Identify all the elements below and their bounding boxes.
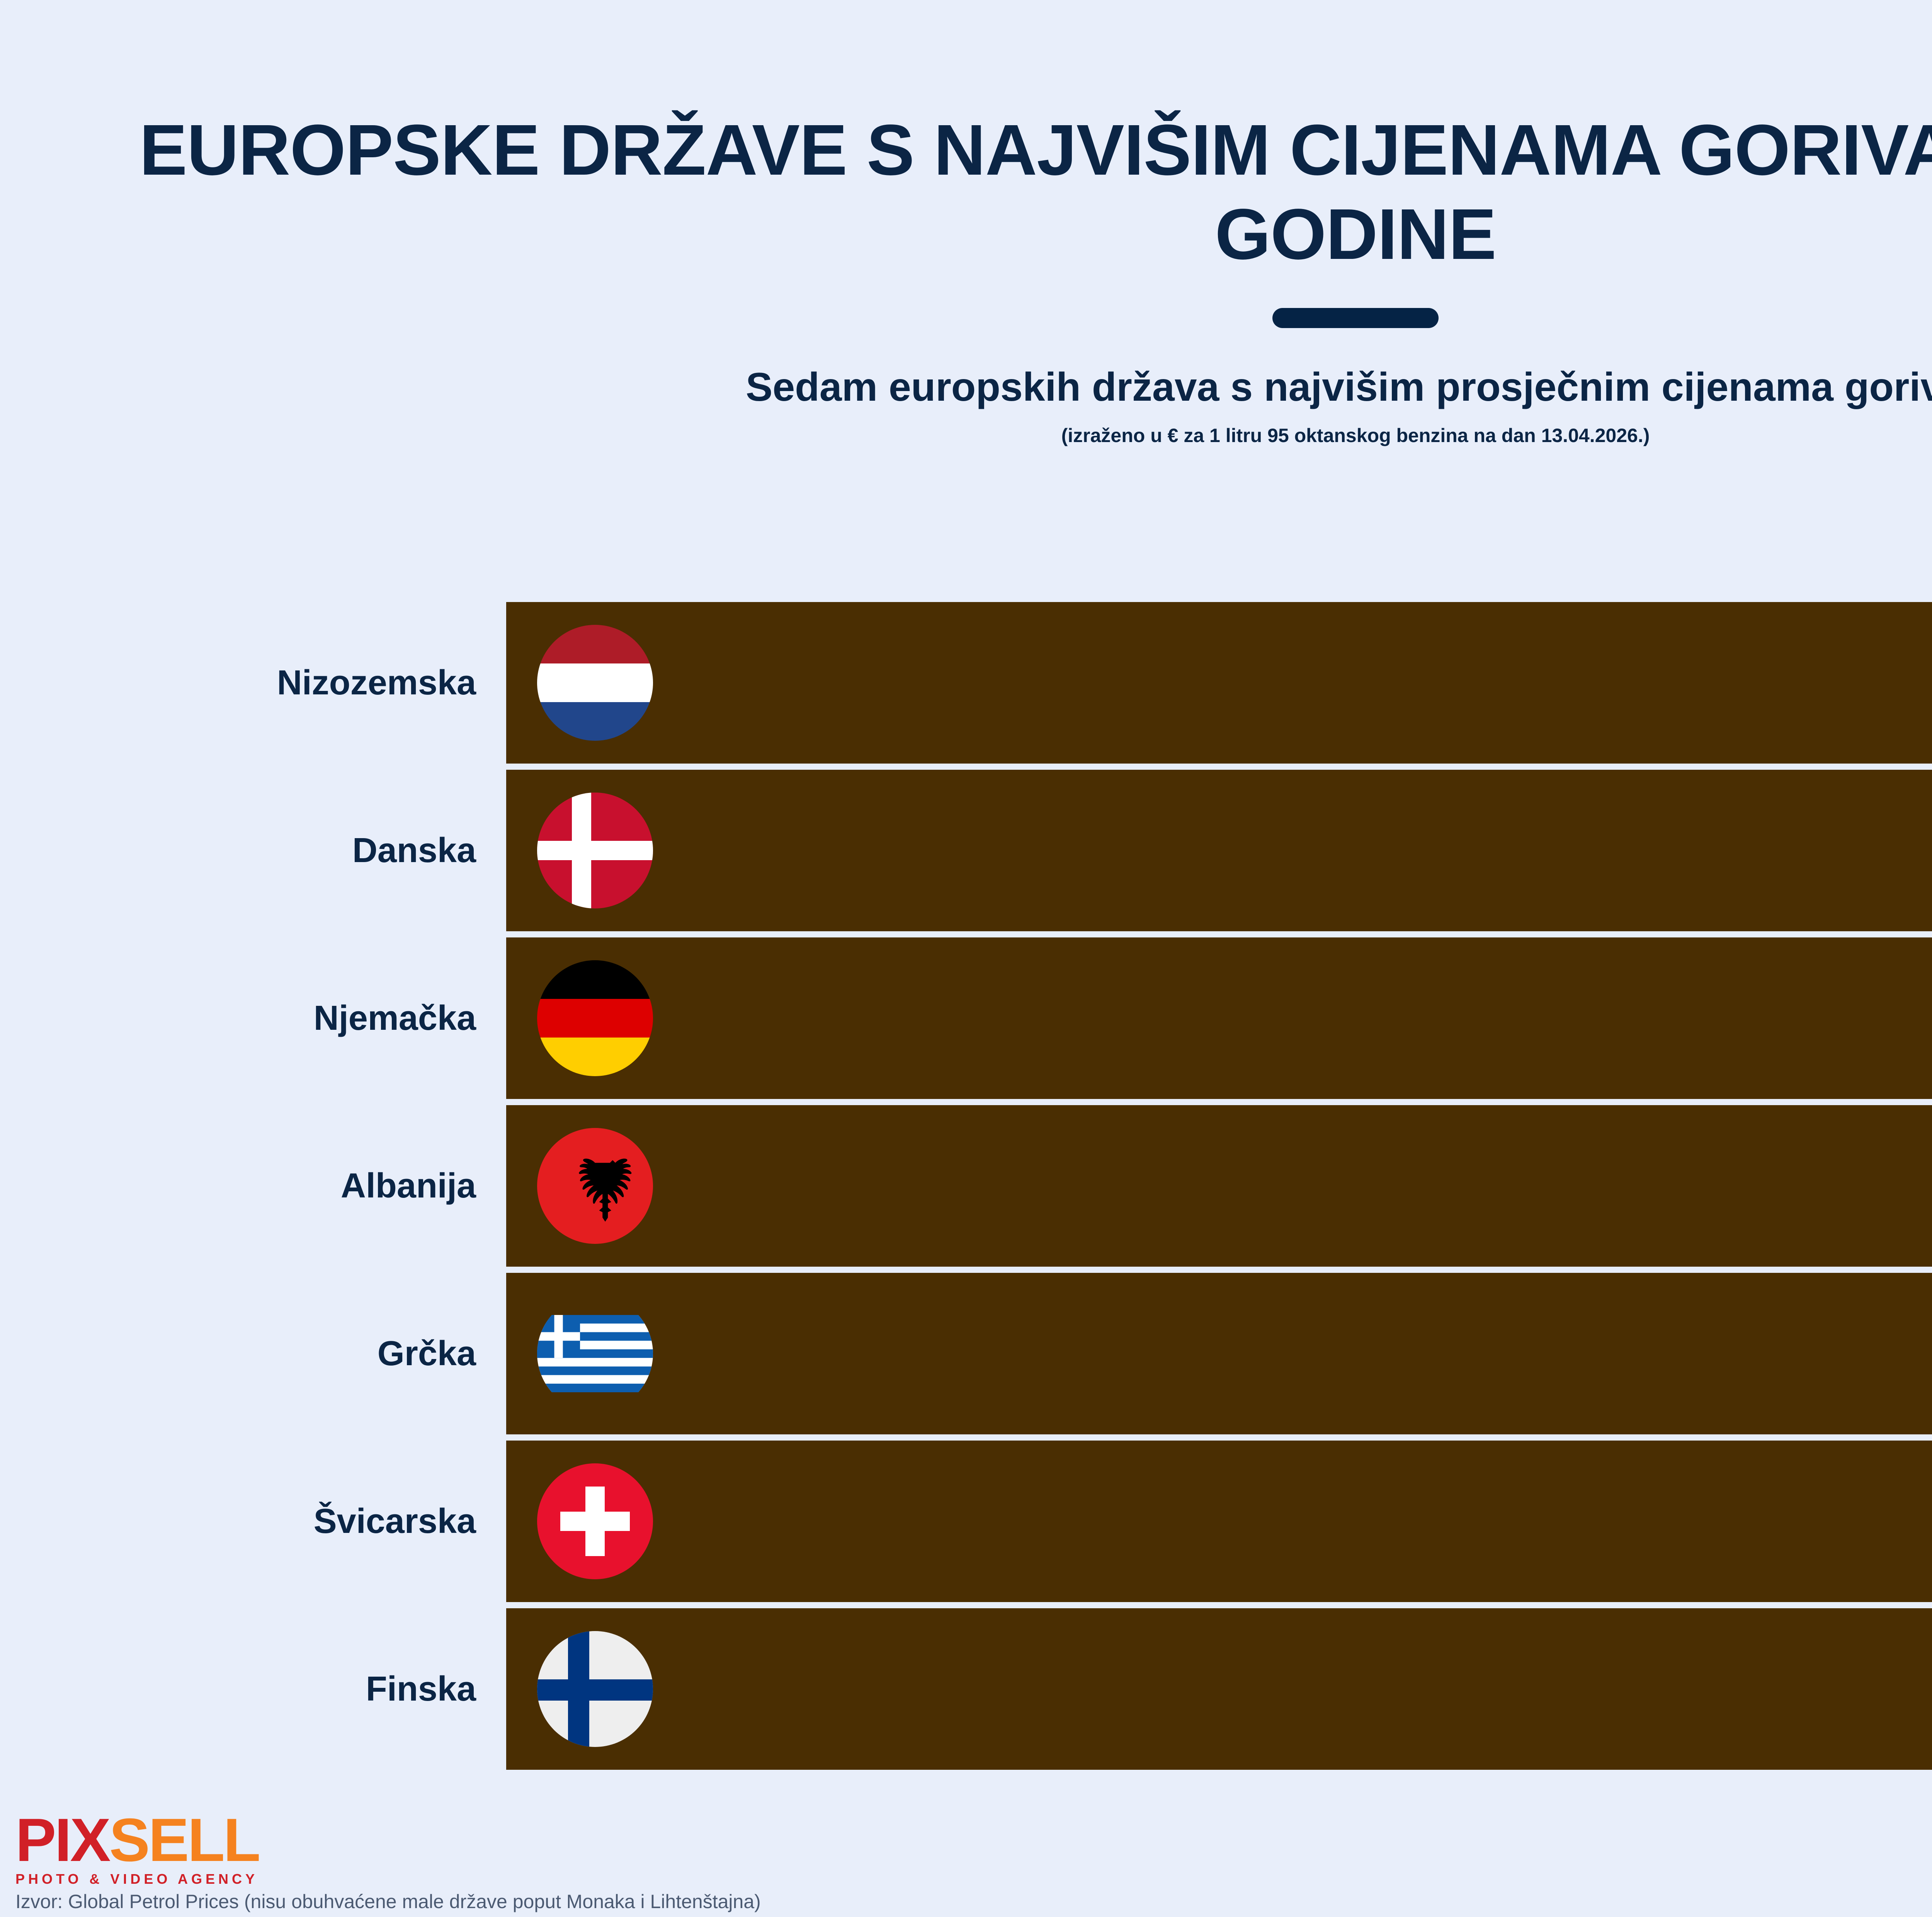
germany-flag-icon — [537, 960, 653, 1076]
value-bar: 2,06 — [506, 1273, 1932, 1434]
chart-row: Finska 2,02 — [0, 1608, 1932, 1770]
country-label: Nizozemska — [277, 663, 476, 702]
country-label: Finska — [366, 1669, 476, 1708]
chart-subnote: (izraženo u € za 1 litru 95 oktanskog be… — [1061, 424, 1650, 446]
chart-row: Albanija 2,08 — [0, 1105, 1932, 1267]
bar-chart: Nizozemska2,38Danska2,29Njemačka2,10Alba… — [0, 602, 1932, 1770]
country-label: Grčka — [377, 1334, 476, 1373]
page-title: EUROPSKE DRŽAVE S NAJVIŠIM CIJENAMA GORI… — [139, 110, 1932, 274]
country-label: Njemačka — [313, 998, 476, 1038]
header: EUROPSKE DRŽAVE S NAJVIŠIM CIJENAMA GORI… — [0, 0, 1932, 446]
title-divider — [1272, 308, 1439, 328]
denmark-flag-icon — [537, 793, 653, 908]
footer: PIXSELL PHOTO & VIDEO AGENCY Izvor: Glob… — [15, 1810, 1932, 1912]
country-label: Švicarska — [313, 1502, 476, 1541]
chart-row: Švicarska 2,03 — [0, 1441, 1932, 1602]
chart-row: Grčka 2,06 — [0, 1273, 1932, 1434]
greece-flag-icon — [537, 1296, 653, 1412]
albania-flag-icon — [537, 1128, 653, 1244]
value-bar: 2,29 — [506, 770, 1932, 931]
chart-subtitle: Sedam europskih država s najvišim prosje… — [746, 365, 1932, 410]
value-bar: 2,02 — [506, 1608, 1932, 1770]
logo-tagline: PHOTO & VIDEO AGENCY — [15, 1871, 259, 1887]
chart-row: Danska 2,29 — [0, 770, 1932, 931]
source-note: Izvor: Global Petrol Prices (nisu obuhva… — [15, 1890, 761, 1912]
value-bar: 2,03 — [506, 1441, 1932, 1602]
chart-row: Njemačka 2,10 — [0, 937, 1932, 1099]
country-label: Danska — [352, 831, 476, 870]
value-bar: 2,10 — [506, 937, 1932, 1099]
logo-sell-text: SELL — [109, 1806, 261, 1874]
title-divider-wrap — [0, 308, 1932, 328]
value-bar: 2,38 — [506, 602, 1932, 764]
finland-flag-icon — [537, 1631, 653, 1747]
logo-pix-text: PIX — [15, 1806, 111, 1874]
pixsell-logo: PIXSELL PHOTO & VIDEO AGENCY — [15, 1810, 1932, 1886]
value-bar: 2,08 — [506, 1105, 1932, 1267]
country-label: Albanija — [340, 1166, 476, 1205]
netherlands-flag-icon — [537, 625, 653, 741]
chart-row: Nizozemska 2,38 — [0, 602, 1932, 764]
switzerland-flag-icon — [537, 1463, 653, 1579]
